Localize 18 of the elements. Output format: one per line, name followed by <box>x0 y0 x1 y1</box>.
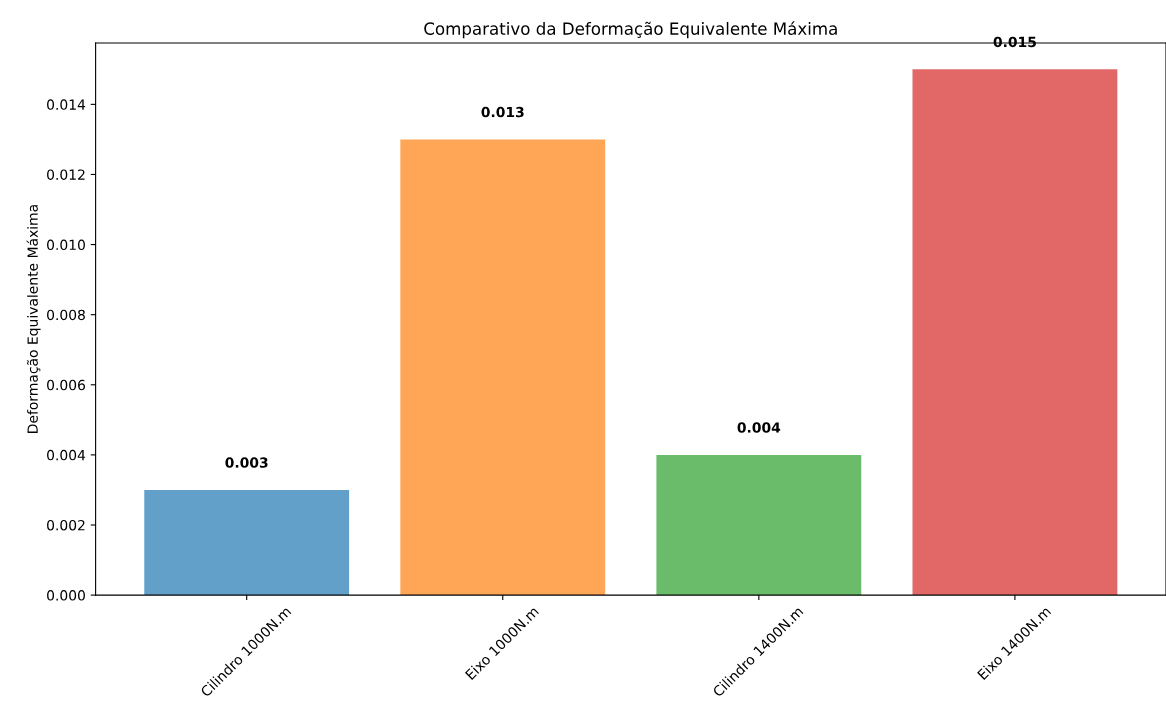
y-axis-title: Deformação Equivalente Máxima <box>26 205 41 433</box>
y-tick-label: 0.008 <box>47 309 85 321</box>
y-tick-label: 0.010 <box>47 239 85 251</box>
data-label: 0.013 <box>481 106 524 118</box>
y-tick-label: 0.002 <box>47 519 85 531</box>
data-label: 0.003 <box>225 457 268 468</box>
data-label: 0.004 <box>737 422 781 433</box>
bar <box>656 454 862 596</box>
y-tick-label: 0.006 <box>47 379 86 391</box>
data-label: 0.015 <box>993 36 1036 48</box>
y-tick-label: 0.000 <box>47 590 85 601</box>
y-tick-label: 0.012 <box>47 169 85 180</box>
y-tick-label: 0.004 <box>47 449 86 461</box>
y-tick-label: 0.014 <box>47 99 86 110</box>
bar <box>144 489 350 596</box>
bar <box>912 69 1118 596</box>
bar <box>400 139 606 596</box>
chart-title: Comparativo da Deformação Equivalente Máxima <box>424 21 837 39</box>
